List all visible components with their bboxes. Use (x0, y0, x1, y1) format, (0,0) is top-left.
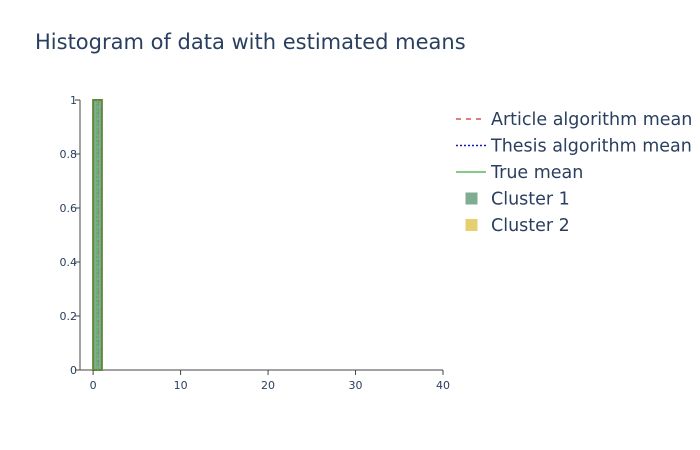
y-tick-label-5: 1 (70, 94, 77, 107)
y-tick-label-3: 0.6 (60, 202, 78, 215)
x-tick-label-1: 10 (174, 379, 188, 392)
legend-label: Thesis algorithm mean (490, 137, 692, 157)
chart-title: Histogram of data with estimated means (35, 30, 466, 54)
y-ticks-layer: 0 0.2 0.4 0.6 0.8 1 (60, 94, 80, 377)
legend-item-1: Article algorithm mean (456, 110, 692, 130)
y-tick-label-2: 0.4 (60, 256, 78, 269)
legend-label: Cluster 1 (491, 190, 570, 210)
y-tick-label-1: 0.2 (60, 310, 78, 323)
legend-swatch-square (465, 219, 478, 231)
plot-area: 0 10 20 30 40 0 0.2 0.4 0.6 0.8 1 (60, 94, 451, 392)
legend-label: Cluster 2 (491, 216, 570, 236)
x-tick-label-0: 0 (90, 379, 97, 392)
x-tick-label-2: 20 (261, 379, 275, 392)
legend-item-4: Cluster 1 (465, 190, 570, 210)
legend-item-3: True mean (456, 163, 583, 183)
legend: Article algorithm mean Thesis algorithm m… (456, 110, 692, 236)
y-tick-label-0: 0 (70, 364, 77, 377)
x-tick-label-3: 30 (349, 379, 363, 392)
legend-swatch-square (465, 192, 478, 205)
legend-item-5: Cluster 2 (465, 216, 570, 236)
x-tick-label-4: 40 (436, 379, 450, 392)
x-ticks-layer: 0 10 20 30 40 (90, 370, 450, 392)
legend-item-2: Thesis algorithm mean (456, 137, 692, 157)
legend-label: Article algorithm mean (491, 110, 692, 130)
legend-label: True mean (490, 163, 583, 183)
y-tick-label-4: 0.8 (60, 148, 78, 161)
